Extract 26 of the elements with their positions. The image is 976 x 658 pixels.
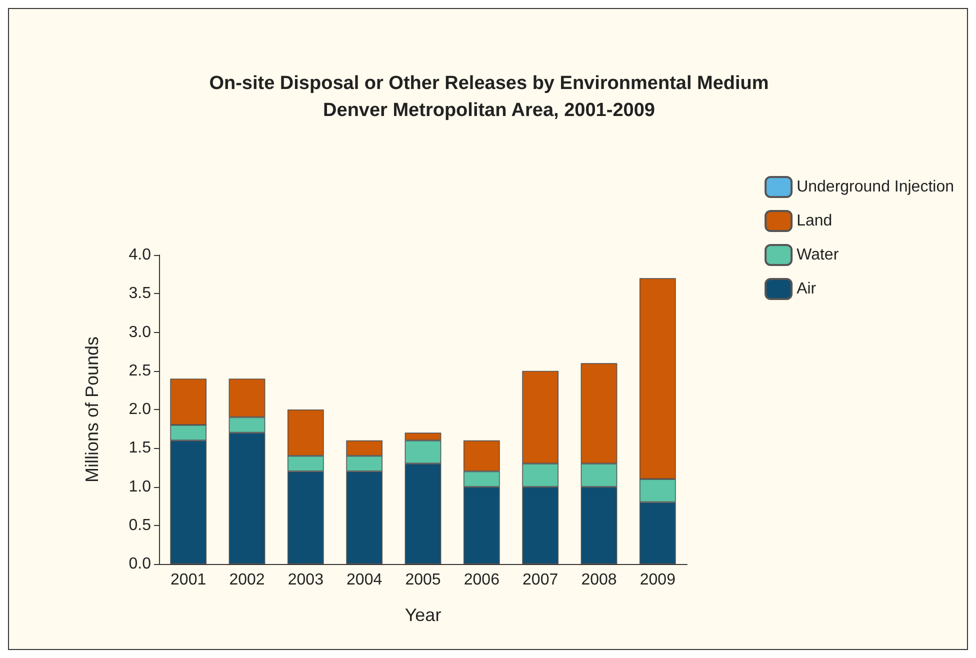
y-tick-label: 0.5 — [128, 516, 152, 534]
chart-title: On-site Disposal or Other Releases by Environmental Medium — [209, 73, 769, 94]
y-tick-label: 2.5 — [128, 362, 152, 380]
y-tick-label: 4.0 — [128, 246, 152, 264]
x-tick-label: 2001 — [170, 572, 206, 588]
chart-subtitle: Denver Metropolitan Area, 2001-2009 — [323, 100, 655, 121]
x-tick-label: 2006 — [464, 572, 500, 588]
x-tick-label: 2009 — [640, 572, 676, 588]
x-tick-label: 2004 — [346, 572, 382, 588]
x-axis-title: Year — [404, 605, 442, 625]
legend-label: Air — [796, 280, 817, 298]
y-tick-label: 3.0 — [128, 324, 152, 341]
y-axis-title: Millions of Pounds — [82, 336, 102, 483]
x-tick-label: 2008 — [581, 572, 617, 588]
y-tick-label: 1.0 — [128, 478, 152, 496]
x-tick-label: 2007 — [522, 572, 558, 588]
x-tick-label: 2005 — [405, 572, 441, 588]
y-tick-label: 3.5 — [128, 285, 152, 302]
x-tick-label: 2003 — [288, 572, 324, 588]
y-tick-label: 0.0 — [128, 556, 152, 572]
y-tick-label: 2.0 — [128, 401, 152, 418]
y-tick-label: 1.5 — [128, 440, 152, 457]
legend-label: Land — [796, 212, 832, 230]
legend-label: Underground Injection — [796, 178, 954, 196]
legend-label: Water — [796, 246, 840, 264]
x-tick-label: 2002 — [229, 572, 265, 588]
